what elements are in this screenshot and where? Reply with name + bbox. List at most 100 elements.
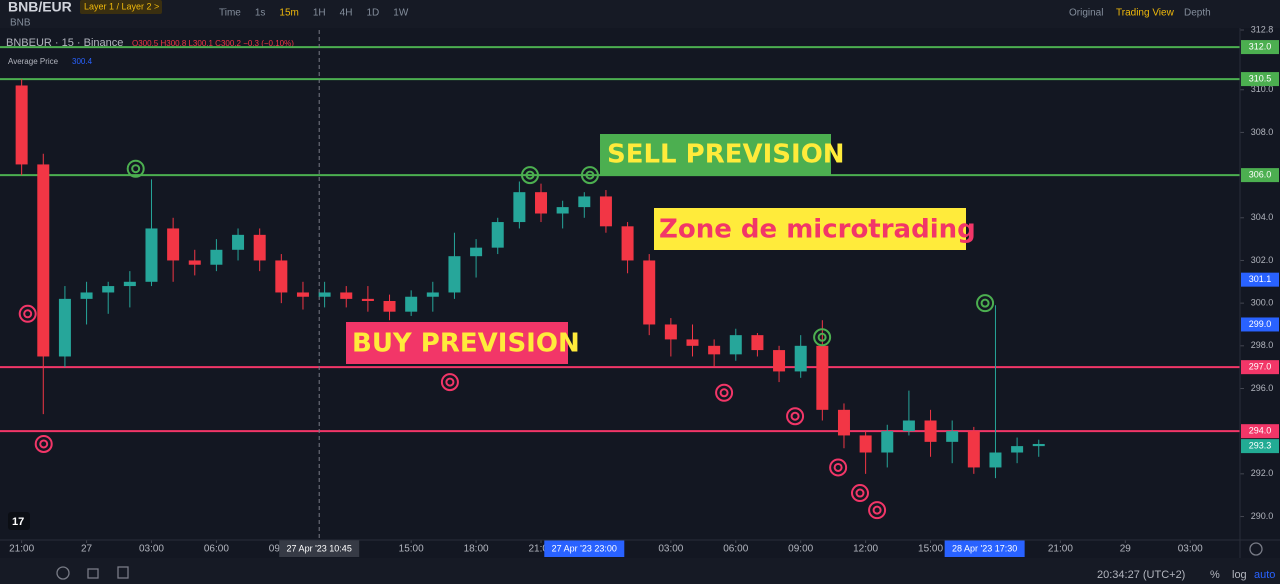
- candle-body: [491, 222, 504, 248]
- signal: [829, 458, 848, 477]
- layers[interactable]: Layer 1 / Layer 2 >: [84, 1, 159, 11]
- timeframe[interactable]: 1s: [255, 8, 266, 19]
- candle-body: [621, 226, 634, 261]
- price-tag-label: 299.0: [1249, 319, 1272, 329]
- level-tag: [1241, 72, 1279, 87]
- candle-body: [924, 420, 937, 442]
- candle-body: [513, 192, 526, 223]
- view-tab[interactable]: Original: [1069, 8, 1103, 19]
- signal-core: [131, 164, 141, 174]
- x-tick-label: 29: [1120, 544, 1132, 555]
- view-tab[interactable]: Trading View: [1116, 8, 1175, 19]
- candle-body: [773, 350, 786, 372]
- time-label-bg: [544, 540, 625, 557]
- timeframe[interactable]: 1W: [393, 8, 409, 19]
- signal: [18, 304, 37, 323]
- symbol[interactable]: BNB/EUR: [8, 0, 72, 15]
- view-tab[interactable]: Depth: [1184, 8, 1211, 19]
- x-tick-label: 18:00: [464, 544, 489, 555]
- candle-body: [881, 431, 894, 453]
- signal-core: [817, 332, 827, 342]
- signal-core: [39, 439, 49, 449]
- signal: [868, 501, 887, 520]
- candle-body: [232, 234, 245, 250]
- x-tick-label: 06:00: [204, 544, 229, 555]
- y-tick-label: 308.0: [1251, 127, 1274, 137]
- signal-core: [445, 377, 455, 387]
- time-label: 27 Apr '23 10:45: [287, 543, 352, 553]
- signal-core: [23, 309, 33, 319]
- level-tag-label: 294.0: [1249, 426, 1272, 436]
- signal-core: [585, 170, 595, 180]
- candle-body: [686, 339, 699, 346]
- candle-body: [361, 298, 374, 302]
- annotation: BUY PREVISION: [352, 329, 580, 359]
- sell-label-bg: [600, 134, 831, 175]
- timeframe[interactable]: Time: [219, 8, 241, 19]
- average-value: 300.4: [72, 57, 93, 66]
- zone-label-bg: [654, 208, 966, 250]
- time-label-bg: [944, 540, 1025, 557]
- price-tag-label: 301.1: [1249, 274, 1272, 284]
- candle-body: [837, 409, 850, 436]
- footer-option[interactable]: %: [1210, 569, 1220, 581]
- x-tick-label: 09:00: [788, 544, 813, 555]
- footer-icons[interactable]: [56, 542, 1263, 580]
- price-tag: [1241, 317, 1279, 332]
- y-tick-label: 298.0: [1251, 340, 1274, 350]
- timeframe[interactable]: 1H: [313, 8, 326, 19]
- x-tick-label: 03:00: [658, 544, 683, 555]
- candle-body: [1011, 446, 1024, 453]
- level-tag: [1241, 424, 1279, 439]
- x-tick-label: 27: [81, 544, 93, 555]
- candle-body: [578, 196, 591, 208]
- timeframe[interactable]: 4H: [340, 8, 353, 19]
- level-tag-label: 297.0: [1249, 362, 1272, 372]
- time-label: 28 Apr '23 17:30: [952, 543, 1017, 553]
- candle-body: [556, 207, 569, 214]
- level-tag-label: 306.0: [1249, 169, 1272, 179]
- candle-body: [967, 431, 980, 468]
- candle-body: [794, 345, 807, 372]
- level-tag: [1241, 360, 1279, 375]
- y-tick-label: 296.0: [1251, 383, 1274, 393]
- candle-body: [535, 192, 548, 214]
- candle-body: [859, 435, 872, 453]
- candle-body: [210, 249, 223, 265]
- price-tag-label: 293.3: [1249, 440, 1272, 450]
- signal-core: [790, 411, 800, 421]
- y-tick-label: 310.0: [1251, 84, 1274, 94]
- y-tick-label: 290.0: [1251, 511, 1274, 521]
- candle-body: [123, 281, 136, 287]
- signal: [520, 166, 539, 185]
- candle-body: [145, 228, 158, 282]
- candle-body: [275, 260, 288, 293]
- signal-core: [833, 462, 843, 472]
- y-tick-label: 304.0: [1251, 212, 1274, 222]
- x-tick-label: 03:00: [139, 544, 164, 555]
- candle-body: [405, 296, 418, 312]
- candle-body: [80, 292, 93, 299]
- signal-core: [980, 298, 990, 308]
- timeframe[interactable]: 1D: [366, 8, 379, 19]
- footer-option[interactable]: auto: [1254, 569, 1275, 581]
- candle-body: [946, 431, 959, 442]
- average-label: Average Price: [8, 57, 59, 66]
- candle-body: [989, 452, 1002, 468]
- buy-label-bg: [346, 322, 568, 364]
- signal-core: [525, 170, 535, 180]
- x-tick-label: 21:00: [528, 544, 553, 555]
- price-tag: [1241, 272, 1279, 287]
- timeframe[interactable]: 15m: [279, 8, 298, 19]
- price-tag: [1241, 439, 1279, 454]
- candle-body: [296, 292, 309, 297]
- y-tick-label: 300.0: [1251, 298, 1274, 308]
- candle-body: [729, 335, 742, 355]
- candle-body: [708, 345, 721, 355]
- layer-badge[interactable]: [80, 0, 162, 14]
- footer-option[interactable]: log: [1232, 569, 1247, 581]
- candle-body: [167, 228, 180, 261]
- candle-body: [318, 292, 331, 297]
